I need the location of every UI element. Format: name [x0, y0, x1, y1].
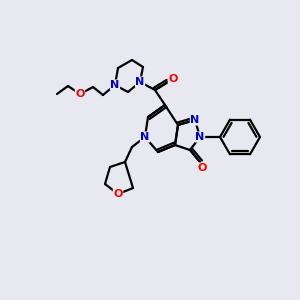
- Text: O: O: [197, 163, 207, 173]
- Text: O: O: [113, 189, 123, 199]
- Text: N: N: [195, 132, 205, 142]
- Text: O: O: [168, 74, 178, 84]
- Text: O: O: [75, 89, 85, 99]
- Text: N: N: [140, 132, 150, 142]
- Text: N: N: [110, 80, 120, 90]
- Text: N: N: [190, 115, 200, 125]
- Text: N: N: [135, 77, 145, 87]
